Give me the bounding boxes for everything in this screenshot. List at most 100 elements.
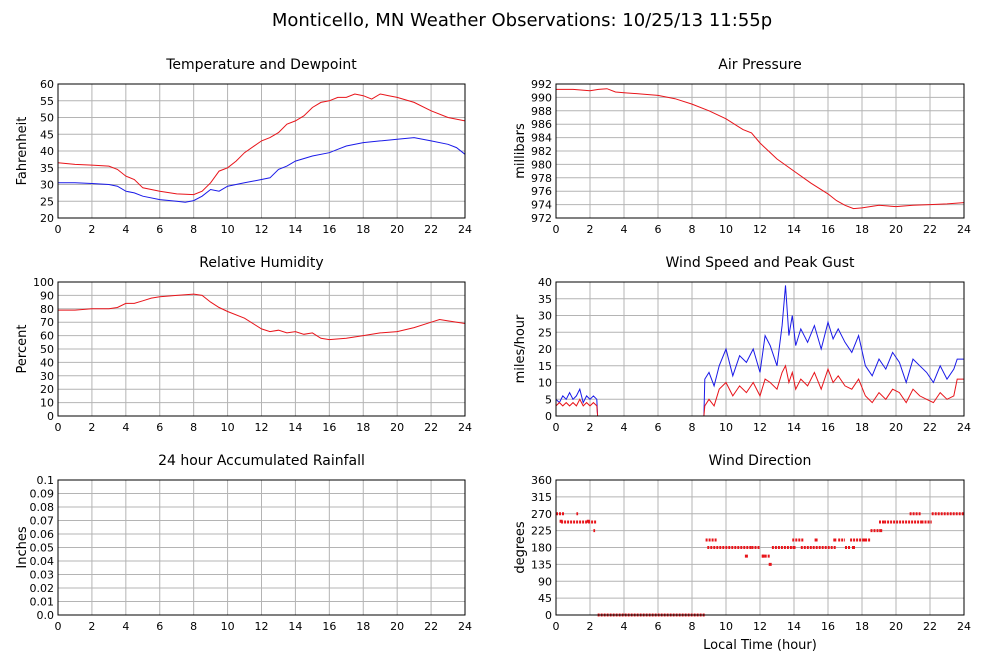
pressure-ytick-label: 992 — [531, 78, 552, 91]
wind-xtick-label: 18 — [855, 421, 869, 434]
pressure-ytick-label: 980 — [531, 158, 552, 171]
humidity-xtick-label: 18 — [356, 421, 370, 434]
direction-xtick-label: 14 — [787, 620, 801, 633]
wind-xtick-label: 22 — [923, 421, 937, 434]
rain-xtick-label: 6 — [156, 620, 163, 633]
direction-point — [744, 554, 748, 558]
pressure-ytick-label: 976 — [531, 185, 552, 198]
pressure-ytick-label: 972 — [531, 212, 552, 225]
direction-ylabel: degrees — [513, 521, 528, 574]
direction-xtick-label: 8 — [689, 620, 696, 633]
rain-xtick-label: 22 — [424, 620, 438, 633]
humidity-xtick-label: 6 — [156, 421, 163, 434]
direction-xtick-label: 22 — [923, 620, 937, 633]
rain-xtick-label: 14 — [288, 620, 302, 633]
direction-ytick-label: 360 — [531, 474, 552, 487]
temp-title: Temperature and Dewpoint — [165, 57, 357, 73]
temp-series-red-line — [57, 93, 466, 196]
humidity-ytick-label: 80 — [40, 303, 54, 316]
wind-xtick-label: 14 — [787, 421, 801, 434]
wind-series-blue-line — [555, 285, 964, 417]
temp-xtick-label: 20 — [390, 223, 404, 236]
wind-ytick-label: 10 — [538, 377, 552, 390]
humidity-ytick-label: 40 — [40, 356, 54, 369]
temp-ytick-label: 30 — [40, 179, 54, 192]
rain-xtick-label: 20 — [390, 620, 404, 633]
direction-xlabel: Local Time (hour) — [703, 638, 817, 653]
temp-xtick-label: 16 — [322, 223, 336, 236]
temp-ytick-label: 25 — [40, 195, 54, 208]
rain-ytick-label: 0.0 — [37, 609, 55, 622]
direction-ytick-label: 45 — [538, 592, 552, 605]
direction-point — [852, 546, 855, 549]
pressure-xtick-label: 22 — [923, 223, 937, 236]
temp-xtick-label: 0 — [55, 223, 62, 236]
direction-ytick-label: 315 — [531, 491, 552, 504]
humidity-ytick-label: 10 — [40, 397, 54, 410]
temp-ytick-label: 55 — [40, 95, 54, 108]
direction-ytick-label: 135 — [531, 558, 552, 571]
pressure-ytick-label: 984 — [531, 132, 552, 145]
temp-plot-frame — [57, 83, 466, 219]
temp-ytick-label: 40 — [40, 145, 54, 158]
temp-xtick-label: 8 — [190, 223, 197, 236]
direction-xtick-label: 12 — [753, 620, 767, 633]
wind-ytick-label: 0 — [545, 410, 552, 423]
temp-series-blue-line — [58, 137, 466, 203]
wind-ytick-label: 40 — [538, 276, 552, 289]
direction-xtick-label: 0 — [553, 620, 560, 633]
direction-xtick-label: 18 — [855, 620, 869, 633]
pressure-xtick-label: 12 — [753, 223, 767, 236]
wind-ytick-label: 35 — [538, 293, 552, 306]
pressure-ytick-label: 988 — [531, 105, 552, 118]
wind-xtick-label: 0 — [553, 421, 560, 434]
rain-ytick-label: 0.01 — [30, 596, 55, 609]
humidity-ylabel: Percent — [15, 325, 30, 374]
humidity-ytick-label: 50 — [40, 343, 54, 356]
pressure-xtick-label: 0 — [553, 223, 560, 236]
humidity-ytick-label: 100 — [33, 276, 54, 289]
wind-xtick-label: 8 — [689, 421, 696, 434]
rain-ytick-label: 0.06 — [30, 528, 55, 541]
pressure-ylabel: millibars — [513, 123, 528, 179]
pressure-xtick-label: 18 — [855, 223, 869, 236]
humidity-xtick-label: 12 — [255, 421, 269, 434]
humidity-xtick-label: 16 — [322, 421, 336, 434]
temp-xtick-label: 22 — [424, 223, 438, 236]
direction-ytick-label: 180 — [531, 542, 552, 555]
humidity-xtick-label: 4 — [122, 421, 129, 434]
rain-ylabel: Inches — [15, 526, 30, 568]
direction-title: Wind Direction — [709, 453, 812, 469]
pressure-series-red-line — [556, 88, 965, 210]
temp-ytick-label: 20 — [40, 212, 54, 225]
rain-xtick-label: 16 — [322, 620, 336, 633]
rain-xtick-label: 10 — [221, 620, 235, 633]
direction-xtick-label: 24 — [957, 620, 971, 633]
humidity-ytick-label: 0 — [47, 410, 54, 423]
direction-ytick-label: 90 — [538, 575, 552, 588]
rain-xtick-label: 8 — [190, 620, 197, 633]
pressure-xtick-label: 20 — [889, 223, 903, 236]
direction-point — [586, 519, 590, 523]
wind-xtick-label: 16 — [821, 421, 835, 434]
humidity-xtick-label: 0 — [55, 421, 62, 434]
direction-point — [559, 519, 563, 523]
pressure-xtick-label: 2 — [587, 223, 594, 236]
pressure-xtick-label: 24 — [957, 223, 971, 236]
temp-xtick-label: 12 — [255, 223, 269, 236]
rain-ytick-label: 0.04 — [30, 555, 55, 568]
direction-xtick-label: 4 — [621, 620, 628, 633]
rain-xtick-label: 24 — [458, 620, 472, 633]
humidity-plot-frame — [57, 281, 466, 417]
direction-point — [792, 546, 796, 549]
rain-ytick-label: 0.08 — [30, 501, 55, 514]
rain-ytick-label: 0.05 — [30, 542, 55, 555]
humidity-series-red-line — [58, 293, 466, 341]
temp-ytick-label: 45 — [40, 128, 54, 141]
temp-ytick-label: 60 — [40, 78, 54, 91]
rain-ytick-label: 0.09 — [30, 488, 55, 501]
